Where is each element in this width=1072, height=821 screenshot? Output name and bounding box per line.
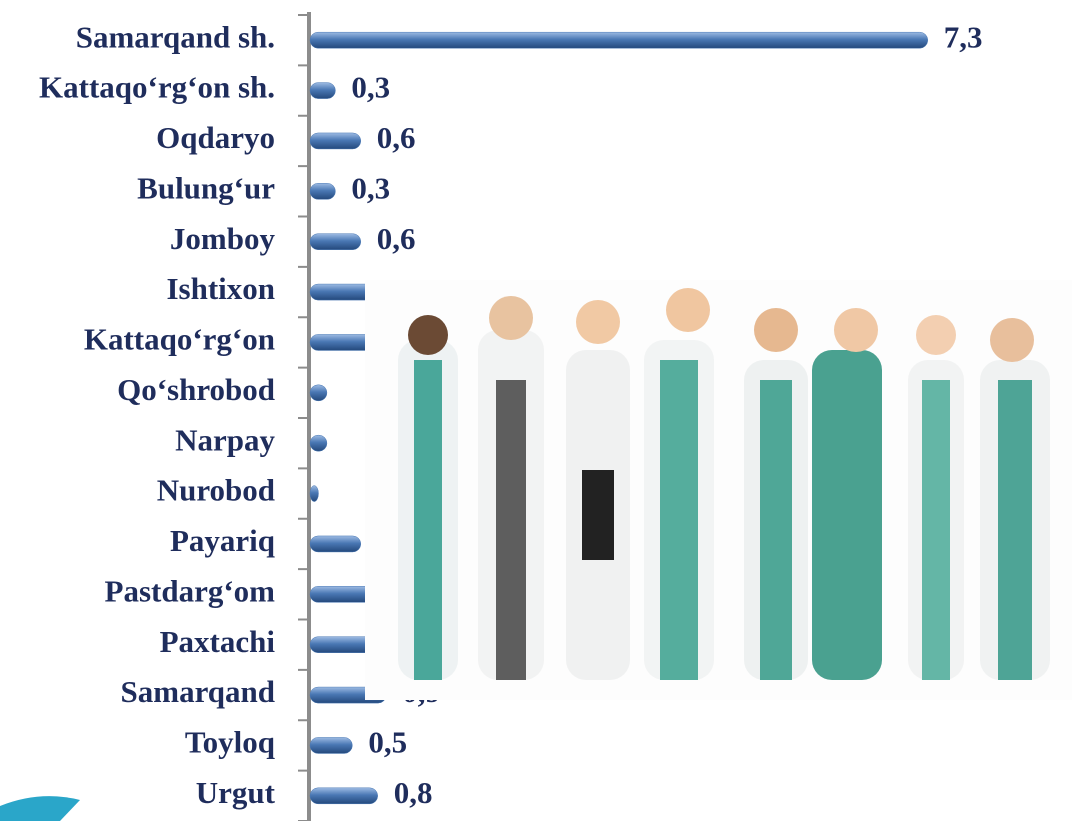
- value-label: 0,5: [368, 725, 407, 760]
- bar: [309, 132, 362, 150]
- bar: [309, 384, 328, 402]
- doctor-figures: [398, 288, 1050, 680]
- value-label: 0,6: [377, 120, 416, 155]
- bar: [309, 183, 336, 200]
- category-label: Oqdaryo: [156, 120, 275, 155]
- bar: [309, 737, 353, 754]
- category-label: Narpay: [175, 422, 275, 457]
- category-label: Urgut: [196, 775, 276, 810]
- value-label: 7,3: [944, 19, 983, 54]
- bar: [309, 82, 336, 99]
- category-label: Kattaqo‘rg‘on: [84, 322, 275, 357]
- category-label: Toyloq: [185, 725, 275, 760]
- category-label: Kattaqo‘rg‘on sh.: [39, 70, 275, 105]
- bar: [309, 233, 362, 250]
- bar: [309, 535, 362, 553]
- category-label: Payariq: [170, 523, 275, 558]
- bar: [309, 787, 378, 805]
- value-label: 0,6: [377, 221, 416, 256]
- category-label: Qo‘shrobod: [117, 372, 275, 407]
- bar: [309, 434, 328, 452]
- category-label: Pastdarg‘om: [105, 573, 276, 608]
- value-label: 0,8: [394, 775, 433, 810]
- category-label: Bulung‘ur: [137, 170, 275, 205]
- doctors-image: [365, 280, 1072, 700]
- category-label: Nurobod: [157, 473, 275, 508]
- category-label: Ishtixon: [166, 271, 275, 306]
- decor-swoosh: [0, 796, 80, 821]
- bar: [309, 31, 929, 49]
- value-label: 0,3: [351, 70, 390, 105]
- image-background: [365, 280, 1072, 700]
- bar: [309, 485, 319, 502]
- category-label: Paxtachi: [160, 624, 276, 659]
- category-label: Samarqand sh.: [76, 19, 275, 54]
- value-label: 0,3: [351, 170, 390, 205]
- plot-area: Samarqand sh. 7,3 Kattaqo‘rg‘on sh. 0,3 Oqda…: [39, 12, 983, 821]
- category-label: Jomboy: [170, 221, 276, 256]
- category-label: Samarqand: [121, 674, 276, 709]
